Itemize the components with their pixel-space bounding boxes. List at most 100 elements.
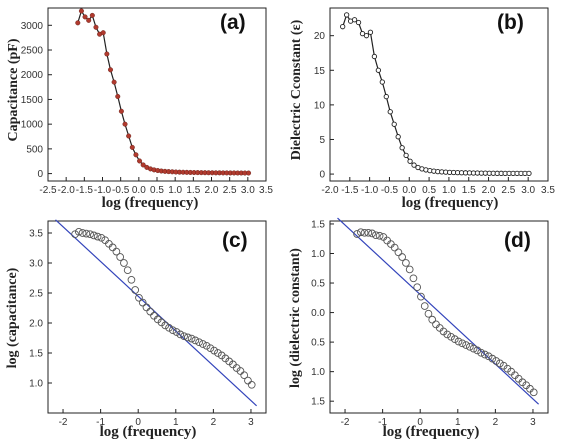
panel-d-data-point	[465, 342, 474, 351]
panel-d-y-axis-label: log (dielectric constant)	[288, 248, 303, 388]
panel-d-data-point	[469, 344, 478, 353]
panel-d-x-tick-label: 2	[493, 417, 499, 428]
panel-c-data-point	[142, 303, 151, 312]
panel-a-data-point	[93, 24, 99, 30]
panel-d-data-point	[529, 388, 538, 397]
panel-a-data-point	[133, 152, 139, 158]
panel-b-x-tick-label: -1.0	[361, 185, 379, 196]
panel-c-data-point	[165, 323, 173, 332]
panel-d-data-point	[420, 302, 429, 310]
panel-c-x-tick-label: 3	[248, 417, 254, 428]
panel-c-x-tick-label: 1	[173, 417, 179, 428]
panel-d-x-tick-label: 3	[530, 417, 536, 428]
panel-d-data-point	[375, 231, 384, 240]
panel-d-y-tick-label: 0.5	[311, 338, 325, 349]
panel-b-y-axis-label: Dielectric Cconstant (ε)	[289, 19, 304, 160]
panel-a-data-point	[75, 20, 81, 26]
panel-c-data-point	[247, 380, 256, 389]
panel-d-data-point	[488, 354, 497, 363]
panel-b-label: (b)	[497, 11, 524, 34]
panel-c-data-point	[161, 321, 170, 330]
panel-b-data-point	[411, 162, 417, 168]
panel-a-y-tick-label: 1000	[21, 120, 44, 131]
panel-c-data-point	[97, 233, 106, 242]
panel-d-data-point	[417, 292, 425, 301]
panel-d-data-point	[481, 350, 489, 359]
panel-c-data-point	[108, 243, 117, 252]
panel-a-y-tick-label: 2500	[21, 46, 44, 57]
panel-b-y-tick-label: 0	[319, 170, 325, 181]
panel-d-y-tick-label: 1.5	[311, 219, 325, 230]
panel-d: -2 -1 0 1 2 3 1.5 1.0 0.5 0.0 0.5 1.0 1.5 (d) log (f…	[288, 217, 549, 440]
panel-b-x-tick-label: 2.5	[501, 185, 515, 196]
panel-c-data-point	[187, 334, 196, 343]
panel-d-y-tick-label: 0.0	[311, 308, 325, 319]
panel-d-data-point	[353, 230, 361, 238]
panel-a-data-point	[82, 14, 88, 20]
panel-c-x-tick-label: -2	[59, 417, 68, 428]
panel-a-x-tick-label: -1.5	[76, 185, 94, 196]
panel-a-label: (a)	[220, 11, 246, 34]
panel-a-data-point	[115, 93, 121, 99]
panel-a-plot-area: -2.5 -2.0 -1.5 -1.0 -0.5 0.0 0.5 1.0 1.5 2.0 2.5 3.…	[21, 7, 273, 196]
panel-b-data-point	[391, 121, 397, 127]
panel-a-x-tick-label: -1.0	[94, 185, 112, 196]
panel-c-data-point	[74, 227, 83, 236]
panel-c: -2 -1 0 1 2 3 1.0 1.5 2.0 2.5 3.0 3.5 (c) log (freq…	[5, 219, 267, 440]
panel-d-data-point	[368, 229, 376, 238]
panel-a-data-point	[86, 17, 92, 23]
panel-b-data-point	[371, 53, 378, 60]
panel-b-x-tick-label: -0.5	[381, 185, 399, 196]
panel-c-data-point	[105, 239, 113, 248]
panel-c-data-point	[120, 259, 128, 267]
panel-a-data-point	[78, 8, 84, 14]
panel-c-y-tick-label: 2.0	[29, 319, 43, 330]
panel-b-x-tick-label: 2.0	[482, 185, 496, 196]
panel-a-x-tick-label: 3.5	[259, 185, 273, 196]
panel-a-data-point	[137, 158, 143, 164]
panel-c-y-tick-label: 3.0	[29, 259, 43, 270]
panel-a-x-tick-label: -2.0	[58, 185, 76, 196]
panel-c-data-point	[78, 229, 87, 237]
panel-c-y-tick-label: 1.0	[29, 379, 43, 390]
panel-c-plot-area: -2 -1 0 1 2 3 1.0 1.5 2.0 2.5 3.0 3.5	[29, 219, 267, 428]
panel-b-y-tick-label: 10	[314, 100, 326, 111]
panel-c-data-point	[202, 341, 211, 350]
panel-b: -2.0 -1.5 -1.0 -0.5 0.0 0.5 1.0 1.5 2.0 2.5 3.0 3.5…	[289, 7, 555, 211]
panel-c-data-point	[176, 330, 185, 339]
panel-b-data-point	[395, 134, 401, 140]
panel-d-y-tick-label: 1.0	[311, 367, 325, 378]
panel-c-data-point	[240, 371, 249, 380]
panel-c-data-point	[244, 376, 252, 385]
panel-d-data-point	[372, 231, 380, 240]
panel-c-y-tick-label: 1.5	[29, 349, 43, 360]
panel-a-x-tick-label: 0.5	[150, 185, 164, 196]
panel-c-data-point	[90, 231, 98, 240]
panel-a-series-line	[77, 9, 249, 174]
panel-b-x-tick-label: 3.5	[541, 185, 555, 196]
panel-a-data-point	[140, 162, 146, 168]
panel-a-data-point	[118, 108, 124, 114]
panel-c-x-tick-label: 0	[135, 417, 141, 428]
panel-d-plot-area: -2 -1 0 1 2 3 1.5 1.0 0.5 0.0 0.5 1.0 1.5	[311, 217, 549, 428]
panel-d-data-point	[454, 337, 463, 346]
panel-b-plot-area: -2.0 -1.5 -1.0 -0.5 0.0 0.5 1.0 1.5 2.0 2.5 3.0 3.5…	[314, 7, 555, 196]
panel-b-x-tick-label: -1.5	[341, 185, 359, 196]
panel-c-y-axis-label: log (capacitance)	[5, 267, 20, 368]
panel-a-data-point	[107, 67, 113, 73]
panel-b-x-tick-label: 0.0	[402, 185, 416, 196]
panel-c-data-point	[135, 293, 143, 302]
panel-c-data-point	[172, 328, 181, 336]
panel-b-frame	[329, 7, 549, 182]
panel-d-data-point	[492, 357, 500, 365]
panel-a-x-tick-label: 3.0	[241, 185, 255, 196]
panel-b-x-tick-label: 3.0	[521, 185, 535, 196]
panel-c-data-point	[199, 340, 207, 348]
panel-d-data-point	[462, 341, 470, 349]
panel-d-data-point	[390, 243, 399, 252]
panel-a-x-tick-label: 1.5	[186, 185, 200, 196]
panel-c-data-point	[210, 346, 218, 355]
panel-c-x-tick-label: -1	[96, 417, 105, 428]
panel-c-x-tick-label: 2	[211, 417, 217, 428]
panel-b-y-tick-label: 5	[319, 135, 325, 146]
